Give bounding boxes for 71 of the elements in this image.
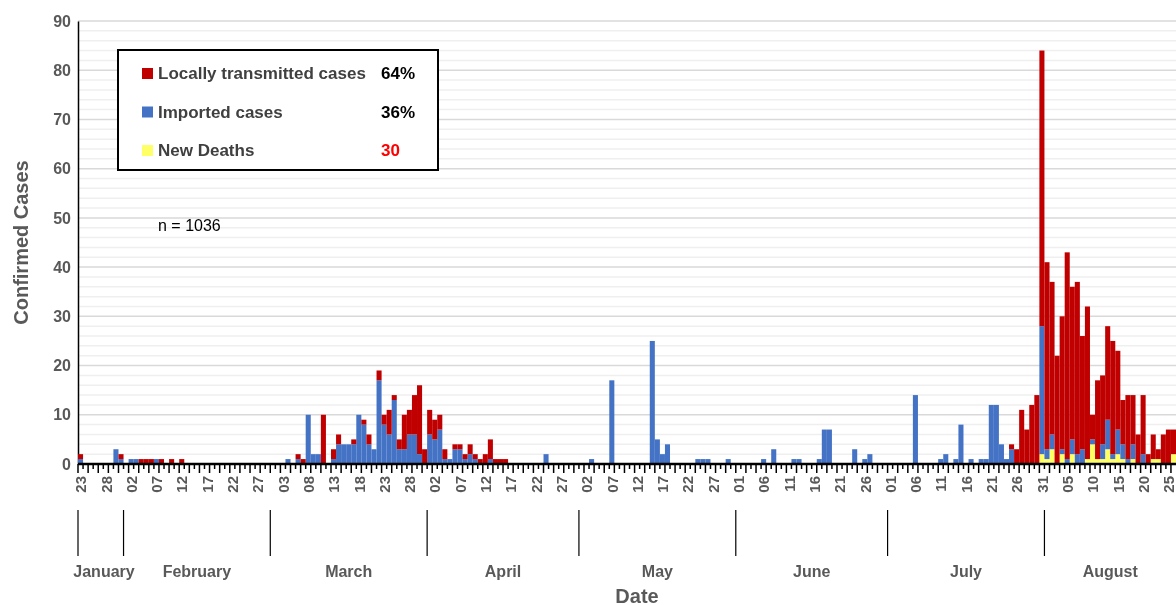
legend-label: New Deaths [158,141,255,160]
y-tick-label: 70 [53,111,72,129]
text: July [950,563,983,580]
x-tick-label: 17 [654,476,672,493]
x-tick-label: 23 [375,476,393,493]
x-tick-label: 20 [1134,476,1152,493]
x-tick-label: 12 [477,476,495,493]
legend-label: Imported cases [158,102,283,122]
x-tick-label: 12 [173,476,191,493]
x-tick-label: 28 [97,476,115,493]
x-axis-title: Date [615,585,659,605]
x-tick-label: 15 [1109,476,1127,493]
x-tick-label: 21 [831,476,849,493]
y-axis-title: Confirmed Cases [10,160,32,325]
x-tick-label: 13 [325,476,343,493]
x-tick-label: 17 [502,476,520,493]
x-tick-label: 08 [299,476,317,493]
y-tick-label: 0 [62,455,72,473]
x-tick-label: 16 [805,476,823,493]
annotation: n = 1036 [158,217,221,234]
x-tick-label: 11 [932,476,950,492]
text: August [1082,563,1139,580]
x-tick-label: 26 [856,476,874,493]
x-tick-label: 06 [755,476,773,493]
x-tick-label: 25 [1160,476,1176,493]
x-tick-label: 03 [274,476,292,493]
annotation: 64% [381,64,416,83]
x-tick-label: 02 [578,476,596,493]
x-tick-label: 01 [881,476,899,493]
x-tick-label: 27 [249,476,267,493]
text: January [73,563,135,580]
y-tick-label: 60 [53,160,72,178]
x-tick-label: 21 [983,476,1001,493]
y-tick-label: 90 [53,12,72,30]
x-tick-label: 31 [1033,476,1051,493]
x-tick-label: 27 [552,476,570,493]
x-tick-label: 27 [704,476,722,493]
x-tick-label: 07 [148,476,166,493]
text: May [641,563,674,580]
x-tick-label: 17 [198,476,216,493]
y-tick-label: 30 [53,307,72,325]
x-tick-label: 10 [1084,476,1102,493]
y-tick-label: 80 [53,61,72,79]
x-tick-label: 12 [628,476,646,493]
x-tick-label: 01 [730,476,748,493]
y-tick-label: 10 [53,406,72,424]
x-tick-label: 26 [1008,476,1026,493]
x-tick-label: 22 [679,476,697,493]
legend-label: Locally transmitted cases [158,64,366,83]
text: April [484,563,522,580]
annotation: 36% [381,102,416,122]
y-tick-label: 40 [53,258,72,276]
x-tick-label: 06 [907,476,925,493]
text: March [325,563,373,580]
x-tick-label: 05 [1058,476,1076,493]
text: June [793,563,831,580]
x-tick-label: 22 [527,476,545,493]
x-tick-label: 02 [122,476,140,493]
x-tick-label: 07 [603,476,621,493]
x-tick-label: 28 [401,476,419,493]
annotation: 30 [381,141,400,160]
text: February [162,563,232,580]
y-tick-label: 20 [53,357,72,375]
x-tick-label: 23 [72,476,90,493]
x-tick-label: 02 [426,476,444,493]
x-tick-label: 11 [780,476,798,492]
y-tick-label: 50 [53,209,72,227]
x-tick-label: 16 [957,476,975,493]
x-tick-label: 18 [350,476,368,493]
x-tick-label: 22 [224,476,242,493]
x-tick-label: 07 [451,476,469,493]
